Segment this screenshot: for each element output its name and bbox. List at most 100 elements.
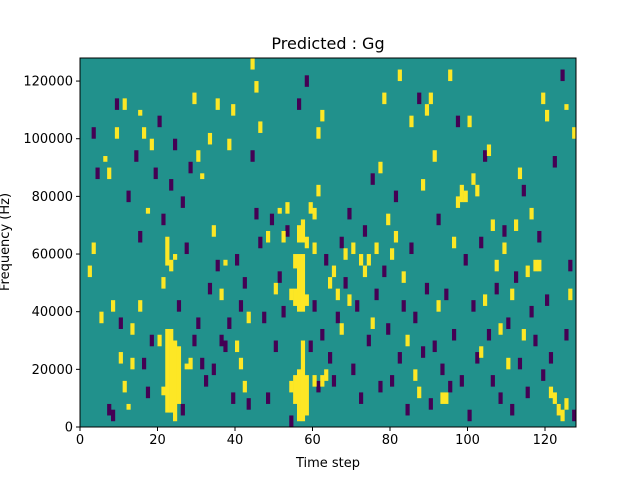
heatmap-cell-low — [564, 328, 569, 341]
heatmap-cell-high — [483, 294, 488, 306]
heatmap-cell-low — [572, 409, 577, 422]
heatmap-cell-high — [281, 230, 286, 243]
heatmap-cell-low — [366, 334, 371, 347]
heatmap-cell-low — [347, 207, 352, 220]
heatmap-cell-low — [533, 334, 538, 347]
heatmap-cell-high — [266, 230, 271, 243]
heatmap-cell-low — [188, 161, 193, 174]
heatmap-cell-low — [483, 150, 488, 162]
heatmap-cell-low — [320, 328, 325, 341]
heatmap-cell-high — [421, 179, 426, 191]
heatmap-cell-high — [514, 219, 519, 231]
heatmap-cell-low — [161, 213, 166, 226]
heatmap-cell-low — [393, 190, 399, 203]
plot-frame — [79, 57, 577, 428]
heatmap-cell-low — [475, 352, 480, 364]
heatmap-cell-high — [103, 156, 108, 162]
heatmap-cell-low — [254, 207, 259, 220]
x-tick-label: 80 — [382, 433, 399, 448]
heatmap-cell-high — [320, 375, 325, 387]
heatmap-cell-high — [297, 225, 302, 243]
heatmap-cell-high — [169, 328, 174, 413]
heatmap-cell-low — [238, 300, 244, 312]
heatmap-cell-low — [463, 254, 468, 266]
heatmap-cell-low — [529, 305, 534, 318]
y-axis-ticks: 0 20000 40000 60000 80000 100000 120000 — [23, 75, 80, 436]
heatmap-cell-high — [293, 288, 298, 306]
heatmap-cell-high — [293, 254, 298, 269]
heatmap-cell-high — [568, 288, 573, 301]
heatmap-cell-high — [300, 340, 306, 422]
heatmap-cell-low — [517, 357, 523, 370]
heatmap-cell-low — [192, 334, 197, 347]
heatmap-cell-low — [374, 288, 379, 301]
heatmap-cell-low — [335, 311, 340, 324]
heatmap-cells — [80, 58, 577, 427]
heatmap-cell-high — [335, 288, 340, 301]
heatmap-cell-low — [432, 340, 437, 353]
heatmap-cell-high — [145, 207, 151, 214]
heatmap-cell-low — [440, 363, 445, 376]
heatmap-cell-high — [211, 225, 216, 237]
heatmap-cell-high — [440, 392, 445, 404]
heatmap-cell-high — [312, 242, 317, 255]
y-tick-label: 0 — [65, 421, 73, 436]
heatmap-cell-high — [331, 265, 337, 278]
heatmap-cell-high — [192, 92, 197, 105]
heatmap-cell-low — [552, 156, 557, 168]
heatmap-cell-high — [165, 328, 170, 413]
heatmap-cell-low — [386, 323, 391, 335]
heatmap-cell-low — [169, 179, 174, 191]
heatmap-cell-high — [99, 311, 104, 324]
heatmap-cell-low — [448, 380, 453, 393]
heatmap-cell-low — [378, 380, 383, 393]
heatmap-cell-low — [537, 230, 542, 243]
heatmap-cell-low — [560, 69, 565, 82]
heatmap-cell-low — [223, 340, 228, 353]
heatmap-cell-high — [289, 288, 294, 301]
heatmap-cell-low — [452, 328, 457, 341]
heatmap-cell-high — [471, 173, 476, 185]
heatmap-cell-high — [428, 92, 433, 105]
heatmap-cell-low — [417, 92, 422, 105]
heatmap-cell-low — [285, 225, 290, 237]
heatmap-cell-low — [506, 317, 511, 329]
heatmap-cell-high — [498, 323, 503, 335]
heatmap-cell-high — [312, 375, 317, 387]
heatmap-cell-low — [486, 328, 492, 341]
heatmap-cell-high — [564, 104, 569, 110]
heatmap-cell-high — [374, 242, 379, 255]
heatmap-cell-low — [262, 311, 267, 324]
heatmap-cell-low — [401, 300, 406, 312]
heatmap-cell-low — [455, 115, 461, 128]
heatmap-cell-low — [134, 150, 139, 162]
y-tick-label: 80000 — [32, 190, 73, 205]
heatmap-cell-high — [300, 254, 306, 312]
heatmap-cell-high — [525, 265, 530, 278]
heatmap-cell-high — [548, 386, 554, 399]
heatmap-cell-high — [347, 294, 352, 306]
heatmap-cell-high — [246, 311, 251, 324]
heatmap-cell-low — [331, 375, 337, 387]
heatmap-cell-low — [479, 236, 484, 249]
heatmap-cell-high — [277, 207, 282, 214]
heatmap-cell-high — [370, 317, 375, 329]
heatmap-cell-low — [428, 398, 433, 410]
heatmap-cell-high — [436, 300, 441, 312]
heatmap-cell-high — [448, 69, 453, 82]
heatmap-cell-low — [351, 363, 356, 376]
heatmap-cell-low — [459, 375, 464, 387]
heatmap-cell-high — [537, 259, 542, 272]
heatmap-cell-low — [176, 300, 182, 312]
heatmap-cell-low — [490, 375, 495, 387]
heatmap-cell-low — [173, 138, 178, 151]
heatmap-cell-low — [269, 213, 275, 226]
heatmap-cell-high — [510, 288, 515, 301]
heatmap-cell-high — [359, 254, 364, 266]
heatmap-cell-low — [153, 167, 158, 180]
heatmap-cell-high — [297, 369, 302, 422]
heatmap-cell-high — [312, 207, 317, 220]
heatmap-cell-high — [467, 115, 472, 128]
heatmap-cell-high — [494, 259, 499, 272]
